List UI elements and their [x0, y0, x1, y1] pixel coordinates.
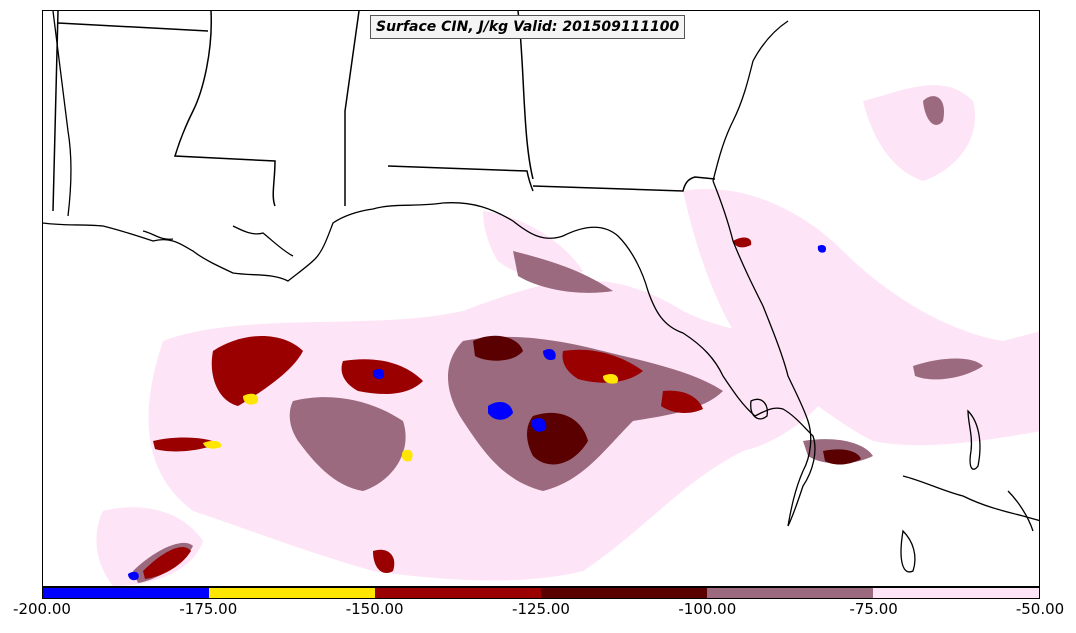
state-borders: [52, 11, 716, 212]
colorbar-segment: [707, 588, 873, 598]
cin-region-red: [143, 547, 191, 579]
colorbar-segment: [209, 588, 375, 598]
map-svg: [43, 11, 1039, 586]
cin-region-blue: [128, 571, 139, 581]
state-border: [174, 11, 276, 207]
cin-region-mauve: [289, 397, 406, 491]
gulf-coastline: [43, 202, 816, 527]
cin-region-blue: [372, 368, 385, 380]
state-border: [387, 165, 534, 192]
colorbar-tick-label: -175.00: [179, 600, 238, 618]
colorbar-segment: [873, 588, 1039, 598]
bahamas-coastline: [967, 409, 981, 470]
cin-region-light: [683, 189, 1039, 446]
state-border: [344, 11, 360, 206]
cin-region-yellow: [401, 449, 413, 462]
cin-region-mauve: [923, 96, 944, 125]
cin-region-blue: [488, 401, 513, 420]
lake-okeechobee: [750, 398, 768, 420]
cin-region-red: [153, 437, 218, 452]
cin-region-dark-maroon: [473, 335, 523, 361]
cin-region-red: [211, 336, 303, 406]
bahamas-coastline: [1007, 490, 1034, 532]
cin-region-light: [96, 507, 203, 586]
colorbar-segment: [43, 588, 209, 598]
cin-region-light: [863, 85, 975, 181]
colorbar: [42, 587, 1040, 599]
colorbar-segment: [541, 588, 707, 598]
cin-shading: [96, 85, 1039, 586]
cin-region-blue: [817, 244, 827, 253]
delta-coastline: [232, 225, 294, 257]
colorbar-tick-label: -125.00: [512, 600, 570, 618]
colorbar-tick-label: -200.00: [13, 600, 71, 618]
cin-region-red: [661, 390, 703, 413]
colorbar-segment: [375, 588, 541, 598]
yucatan-coastline: [900, 529, 916, 573]
cin-region-mauve: [913, 358, 983, 380]
cin-region-blue: [543, 348, 556, 361]
florida-east-coast: [712, 180, 812, 527]
colorbar-tick-label: -50.00: [1015, 600, 1065, 618]
coastlines: [43, 11, 1039, 573]
state-border: [52, 11, 59, 212]
atlantic-coastline: [712, 20, 789, 182]
colorbar-tick-label: -150.00: [345, 600, 404, 618]
delta-coastline: [142, 230, 174, 240]
cin-region-yellow: [243, 393, 259, 405]
colorbar-tick-label: -75.00: [849, 600, 898, 618]
cin-region-dark-maroon: [823, 449, 861, 465]
colorbar-ticks: -200.00 -175.00 -150.00 -125.00 -100.00 -75.0…: [0, 600, 1076, 630]
cin-region-yellow: [203, 440, 222, 449]
cin-region-blue: [531, 418, 547, 432]
cin-region-red: [562, 349, 643, 383]
map-title: Surface CIN, J/kg Valid: 201509111100: [370, 15, 686, 39]
map-area: [42, 10, 1040, 587]
colorbar-tick-label: -100.00: [678, 600, 737, 618]
cin-region-mauve: [448, 336, 723, 491]
cin-region-red: [373, 549, 395, 573]
cuba-coastline: [902, 475, 1039, 522]
state-border: [532, 176, 716, 192]
cin-region-yellow: [603, 373, 619, 384]
cin-region-red: [733, 237, 752, 248]
cin-region-light: [483, 211, 583, 280]
cin-region-mauve: [513, 251, 613, 293]
state-border: [517, 11, 534, 180]
state-border: [57, 22, 209, 32]
